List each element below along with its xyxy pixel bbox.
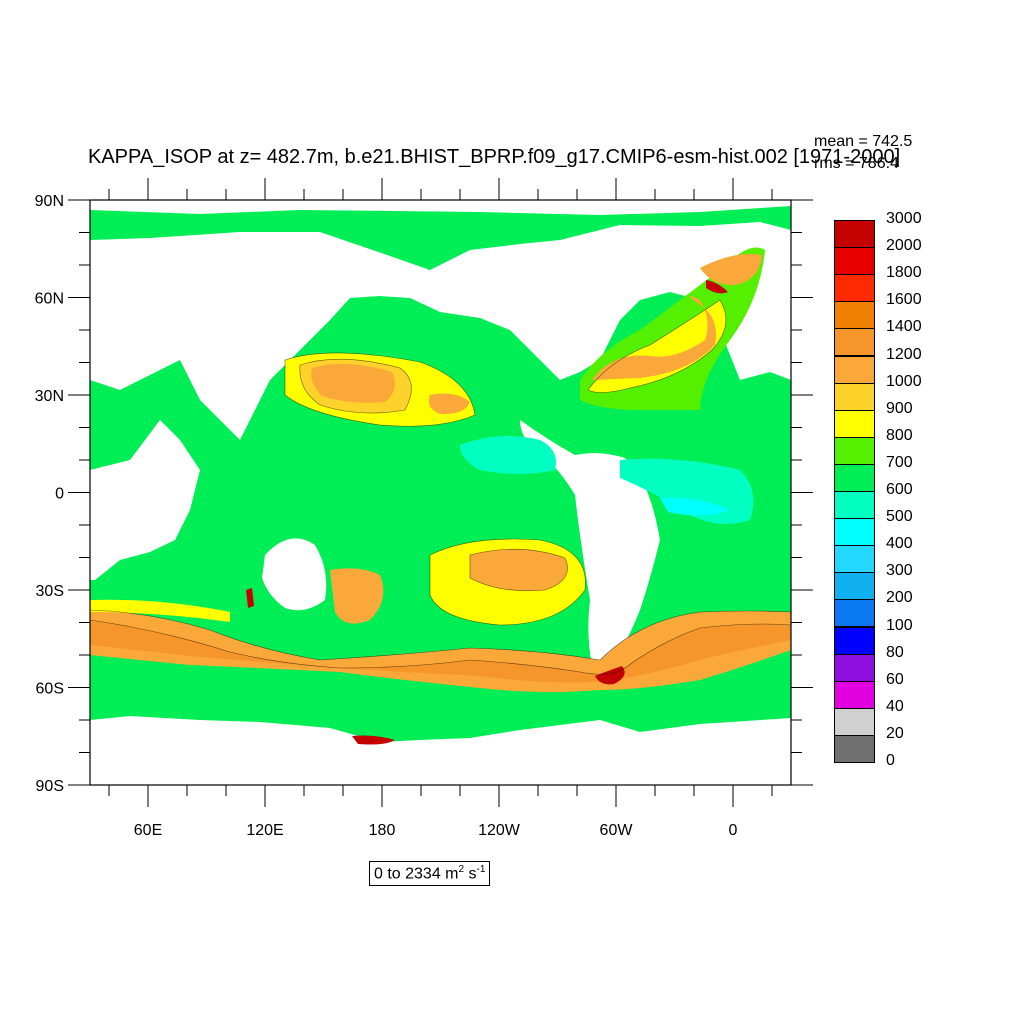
colorbar-label: 900 bbox=[886, 399, 913, 417]
colorbar-label: 400 bbox=[886, 535, 913, 553]
y-tick-label: 60S bbox=[36, 681, 64, 698]
colorbar-label: 40 bbox=[886, 697, 904, 715]
plot-title: KAPPA_ISOP at z= 482.7m, b.e21.BHIST_BPR… bbox=[88, 146, 901, 168]
africa-land bbox=[90, 420, 200, 580]
trop-pac-600 bbox=[460, 436, 556, 474]
colorbar-swatch bbox=[834, 355, 875, 384]
x-tick-label: 60W bbox=[600, 822, 634, 839]
agulhas-3000 bbox=[246, 588, 254, 608]
x-tick-label: 120E bbox=[246, 822, 283, 839]
colorbar-swatch bbox=[834, 680, 875, 709]
mean-stat: mean = 742.5 bbox=[814, 133, 913, 150]
colorbar-swatch bbox=[834, 436, 875, 465]
x-tick-label: 60E bbox=[134, 822, 162, 839]
y-tick-label: 90N bbox=[35, 193, 64, 210]
colorbar-swatch bbox=[834, 301, 875, 330]
y-tick-label: 90S bbox=[36, 778, 64, 795]
colorbar-swatch bbox=[834, 382, 875, 411]
colorbar-swatch bbox=[834, 545, 875, 574]
so-north-800 bbox=[90, 599, 230, 622]
x-tick-label: 180 bbox=[369, 822, 396, 839]
x-tick-label: 120W bbox=[478, 822, 521, 839]
colorbar-swatch bbox=[834, 518, 875, 547]
x-tick-labels: 60E 120E 180 120W 60W 0 bbox=[134, 822, 738, 839]
australia-land bbox=[262, 538, 327, 611]
colorbar-label: 20 bbox=[886, 724, 904, 742]
colorbar-swatch bbox=[834, 707, 875, 736]
rms-stat: rms = 786.4 bbox=[814, 155, 899, 172]
nordic-3000 bbox=[706, 280, 728, 294]
colorbar-swatch bbox=[834, 599, 875, 628]
colorbar-swatch bbox=[834, 220, 875, 249]
colorbar-swatch bbox=[834, 626, 875, 655]
colorbar-swatch bbox=[834, 734, 875, 763]
colorbar-swatch bbox=[834, 274, 875, 303]
drake-3000 bbox=[595, 666, 625, 685]
range-mid: s bbox=[464, 865, 477, 883]
colorbar-swatch bbox=[834, 409, 875, 438]
colorbar-label: 3000 bbox=[886, 210, 922, 227]
trop-atl-500 bbox=[660, 497, 730, 516]
colorbar-label: 60 bbox=[886, 670, 904, 688]
eurasia-northamerica-land bbox=[90, 222, 791, 440]
colorbar-label: 80 bbox=[886, 643, 904, 661]
map-field bbox=[90, 200, 791, 785]
colorbar-swatch bbox=[834, 491, 875, 520]
arctic-ocean bbox=[90, 200, 791, 266]
americas-land bbox=[520, 420, 660, 680]
colorbar-label: 2000 bbox=[886, 237, 922, 255]
spac-1000 bbox=[470, 549, 568, 591]
colorbar-label: 100 bbox=[886, 616, 913, 634]
y-tick-label: 0 bbox=[55, 486, 64, 503]
range-prefix: 0 to 2334 m bbox=[374, 865, 459, 883]
colorbar-label: 800 bbox=[886, 426, 913, 444]
tasman-1000 bbox=[330, 568, 384, 624]
natl-1000 bbox=[592, 296, 716, 380]
axis-ticks bbox=[68, 178, 813, 807]
colorbar-label: 1400 bbox=[886, 318, 922, 336]
x-tick-label: 0 bbox=[729, 822, 738, 839]
colorbar-swatch bbox=[834, 328, 875, 357]
colorbar-swatch bbox=[834, 653, 875, 682]
npac-1000 bbox=[311, 363, 395, 403]
ross-3000 bbox=[352, 735, 395, 745]
colorbar-label: 200 bbox=[886, 589, 913, 607]
colorbar-label: 0 bbox=[886, 752, 895, 769]
nordic-1000 bbox=[700, 253, 762, 286]
colorbar-swatch bbox=[834, 463, 875, 492]
units-range-box: 0 to 2334 m2 s-1 bbox=[369, 861, 491, 887]
y-tick-label: 30N bbox=[35, 388, 64, 405]
y-tick-label: 30S bbox=[36, 583, 64, 600]
npac-east-1000 bbox=[428, 393, 470, 415]
colorbar-swatch bbox=[834, 247, 875, 276]
antarctica-land bbox=[90, 716, 791, 785]
colorbar-label: 700 bbox=[886, 453, 913, 471]
y-tick-labels: 90N 60N 30N 0 30S 60S 90S bbox=[35, 193, 64, 795]
arctic-ice bbox=[90, 200, 791, 215]
colorbar-label: 300 bbox=[886, 562, 913, 580]
colorbar-label: 1200 bbox=[886, 345, 922, 363]
y-tick-label: 60N bbox=[35, 291, 64, 308]
colorbar-swatch bbox=[834, 572, 875, 601]
colorbar-label: 1000 bbox=[886, 372, 922, 390]
range-sup1: 2 bbox=[458, 864, 465, 875]
colorbar-label: 1800 bbox=[886, 264, 922, 282]
colorbar-label: 600 bbox=[886, 481, 913, 498]
range-sup2: -1 bbox=[476, 864, 486, 875]
colorbar-label: 1600 bbox=[886, 291, 922, 309]
colorbar-label: 500 bbox=[886, 508, 913, 526]
